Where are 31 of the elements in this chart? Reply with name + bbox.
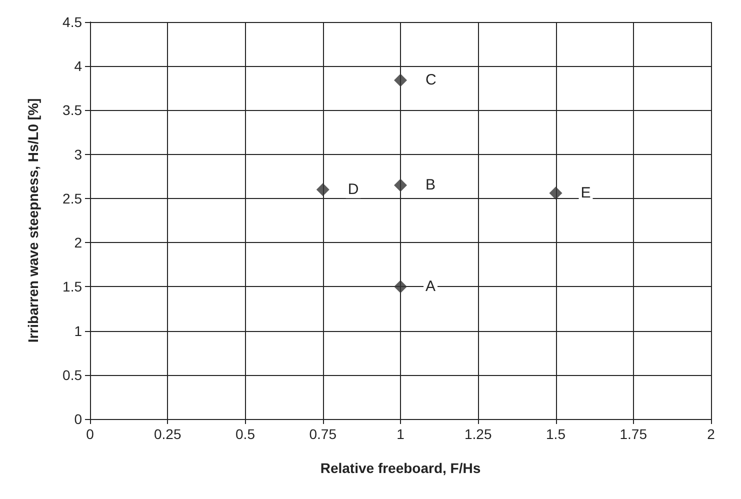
- y-tick-label: 4.5: [62, 14, 82, 30]
- x-tick-label: 0: [86, 426, 94, 442]
- y-tick-label: 3.5: [62, 102, 82, 118]
- y-tick-label: 0: [74, 411, 82, 427]
- point: [394, 280, 407, 294]
- x-tick-label: 2: [707, 426, 716, 442]
- x-axis-title: Relative freeboard, F/Hs: [320, 460, 481, 476]
- annotation: A: [426, 278, 436, 296]
- y-tick-label: 2.5: [62, 190, 82, 206]
- y-tick-label: 3: [74, 146, 82, 162]
- y-tick-label: 2: [74, 234, 82, 251]
- y-axis-title: Irribarren wave steepness, Hs/L0 [%]: [25, 98, 41, 343]
- point: [549, 186, 562, 200]
- x-tick-label: 1.5: [546, 426, 566, 442]
- y-tick-label: 0.5: [62, 366, 82, 383]
- y-tick-label: 1: [74, 322, 82, 339]
- annotation: D: [348, 181, 359, 198]
- y-tick-label: 4: [74, 58, 82, 74]
- x-tick-label: 0.25: [154, 426, 182, 442]
- x-tick-label: 0.75: [309, 426, 337, 442]
- x-tick-label: 1: [396, 426, 405, 442]
- x-tick-label: 0.5: [236, 426, 256, 442]
- x-tick-label: 1.75: [620, 426, 648, 442]
- point: [394, 74, 407, 87]
- x-tick-label: 1.25: [464, 426, 492, 442]
- point: [394, 178, 407, 192]
- y-tick-label: 1.5: [62, 278, 82, 295]
- annotation: C: [426, 72, 436, 89]
- point: [316, 183, 330, 196]
- annotation: B: [426, 176, 436, 194]
- annotation: E: [580, 184, 591, 202]
